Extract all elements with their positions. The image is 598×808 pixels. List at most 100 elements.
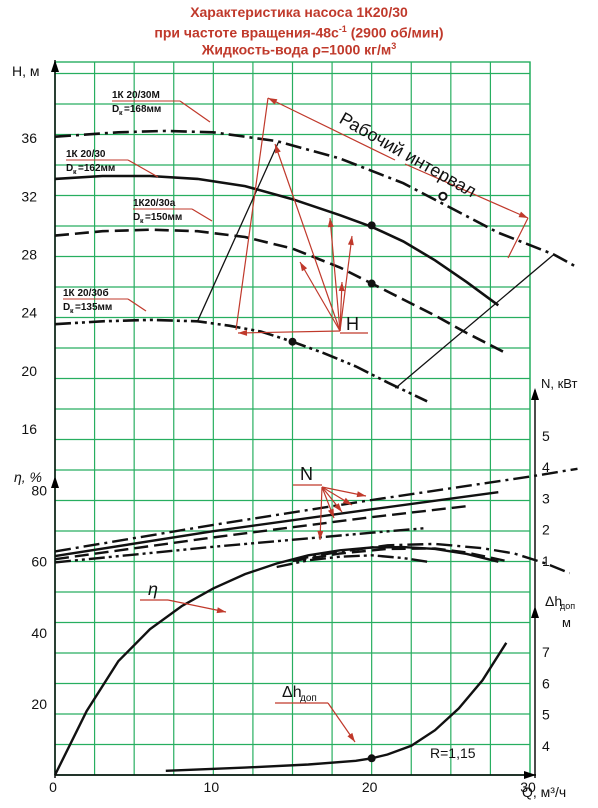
- h-curve-dk-1: D: [112, 104, 119, 115]
- dh-axis-tick-label: 7: [542, 644, 550, 660]
- h-curve-label-1: 1К 20/30М: [112, 90, 160, 101]
- work-range-arrow-right: [404, 163, 529, 219]
- h-annotation-arrow-4-head: [300, 262, 308, 272]
- h-annotation-arrow-2-head: [327, 218, 334, 228]
- h-curve-dk-sub-2: к: [73, 169, 77, 176]
- h-curve-dk-value-2: =162мм: [78, 163, 115, 174]
- dh-curve-1: [165, 642, 508, 772]
- eta-axis-tick-label: 80: [31, 483, 47, 499]
- chart-title-text-3: Жидкость-вода ρ=1000 кг/м: [201, 41, 392, 58]
- h-annotation-arrow-2: [329, 217, 341, 332]
- dh-axis-tick-label: 5: [542, 707, 550, 723]
- eta-axis-tick-label: 60: [31, 554, 47, 570]
- h-curve-3: [54, 228, 507, 355]
- x-axis-tick-label: 10: [204, 779, 220, 795]
- x-axis-tick-label: 30: [520, 779, 536, 795]
- dh-annotation-label-sub: доп: [300, 693, 317, 704]
- dh-axis-tick-label: 4: [542, 738, 550, 754]
- dh-point: [367, 754, 376, 763]
- r-label: R=1,15: [430, 745, 476, 761]
- h-annotation-arrow-1-head: [275, 144, 281, 154]
- h-curve-leader-2: [127, 159, 159, 178]
- dh-axis-label-sub: доп: [560, 601, 575, 611]
- h-annotation-arrow-6: [237, 330, 341, 334]
- eta-axis-tick-label: 20: [31, 696, 47, 712]
- h-curve-leader-1: [179, 100, 211, 123]
- h-annotation-arrow-1: [274, 143, 341, 332]
- work-range-arrow-left: [267, 97, 396, 161]
- chart-title-line-1: Характеристика насоса 1К20/30: [0, 4, 598, 21]
- h-curve-dk-value-3: =150мм: [145, 212, 182, 223]
- eta-annotation-arrow: [167, 599, 227, 613]
- eta-curve-4: [276, 554, 428, 569]
- work-range-arrow-left-head: [268, 98, 278, 105]
- chart-title-sup-3: 3: [391, 41, 397, 51]
- n-annotation-arrow-3-head: [334, 503, 342, 512]
- h-duty-point-1: [367, 221, 376, 230]
- eta-axis-label: η, %: [14, 469, 42, 485]
- eta-annotation-label: η: [148, 579, 158, 599]
- dh-axis-label-unit: м: [562, 615, 571, 630]
- x-axis-tick-label: 0: [49, 779, 57, 795]
- chart-title-line-3: Жидкость-вода ρ=1000 кг/м3: [0, 38, 598, 59]
- work-range-tick-right: [507, 217, 529, 259]
- h-curve-dk-4: D: [63, 302, 70, 313]
- h-curve-leader-3: [191, 208, 213, 222]
- h-curve-1: [54, 129, 579, 269]
- eta-curve-2: [292, 542, 571, 575]
- work-range-arrow-right-head: [518, 211, 528, 218]
- h-duty-point-3: [288, 337, 297, 346]
- h-curve-label-3: 1К20/30а: [133, 198, 176, 209]
- h-curve-label-2: 1К 20/30: [66, 149, 106, 160]
- h-axis-tick-label: 16: [21, 421, 37, 437]
- eta-curve-3: [292, 547, 507, 563]
- dh-annotation-label: Δh: [282, 684, 302, 701]
- h-curve-dk-2: D: [66, 163, 73, 174]
- n-annotation-arrow-1-head: [356, 491, 366, 498]
- n-axis-tick-label: 1: [542, 553, 550, 569]
- n-annotation-label: N: [300, 464, 313, 484]
- h-axis-tick-label: 28: [21, 246, 37, 262]
- chart-title-tail-2: (2900 об/мин): [346, 24, 444, 41]
- eta-axis-arrow: [51, 476, 59, 488]
- h-annotation-arrow-5-head: [338, 282, 345, 292]
- h-annotation-arrow-4: [299, 261, 341, 332]
- x-axis-tick-label: 20: [362, 779, 378, 795]
- h-curve-leader-4: [127, 298, 147, 312]
- eta-curve-1: [53, 545, 499, 776]
- chart-title-line-2: при частоте вращения-48с-1 (2900 об/мин): [0, 21, 598, 42]
- work-range-label: Рабочий интервал: [336, 108, 480, 201]
- work-range-boundary-2: [394, 254, 555, 389]
- n-curve-4: [54, 526, 428, 564]
- h-annotation-arrow-3-head: [347, 236, 354, 246]
- n-annotation-arrow-5-head: [317, 530, 324, 540]
- h-open-point: [438, 191, 448, 201]
- h-axis-tick-label: 20: [21, 363, 37, 379]
- h-curve-dk-sub-3: к: [140, 218, 144, 225]
- h-axis-tick-label: 24: [21, 305, 37, 321]
- dh-annotation-arrow-head: [347, 732, 355, 742]
- h-curve-2: [54, 174, 500, 307]
- n-curve-1: [54, 467, 578, 553]
- h-annotation-arrow-6-head: [238, 329, 248, 336]
- h-curve-4: [54, 318, 428, 403]
- work-range-boundary-1: [196, 142, 279, 322]
- h-duty-point-2: [367, 279, 376, 288]
- n-axis-tick-label: 3: [542, 490, 550, 506]
- eta-axis-tick-label: 40: [31, 625, 47, 641]
- n-axis-arrow: [531, 388, 539, 400]
- n-axis-tick-label: 4: [542, 459, 550, 475]
- dh-axis-tick-label: 6: [542, 675, 550, 691]
- h-axis-tick-label: 32: [21, 188, 37, 204]
- n-annotation-arrow-4-head: [327, 508, 334, 518]
- h-axis-tick-label: 36: [21, 130, 37, 146]
- n-curve-2: [54, 491, 499, 558]
- n-axis-tick-label: 2: [542, 522, 550, 538]
- chart-title-text-1: Характеристика насоса 1К20/30: [190, 4, 408, 20]
- h-curve-dk-sub-1: к: [119, 110, 123, 117]
- n-annotation-arrow-2-head: [342, 497, 352, 505]
- h-curve-dk-value-4: =135мм: [75, 302, 112, 313]
- chart-title-sup-2: -1: [338, 24, 347, 34]
- chart-title-text-2: при частоте вращения-48с: [154, 24, 339, 41]
- h-annotation-arrow-3: [339, 235, 353, 332]
